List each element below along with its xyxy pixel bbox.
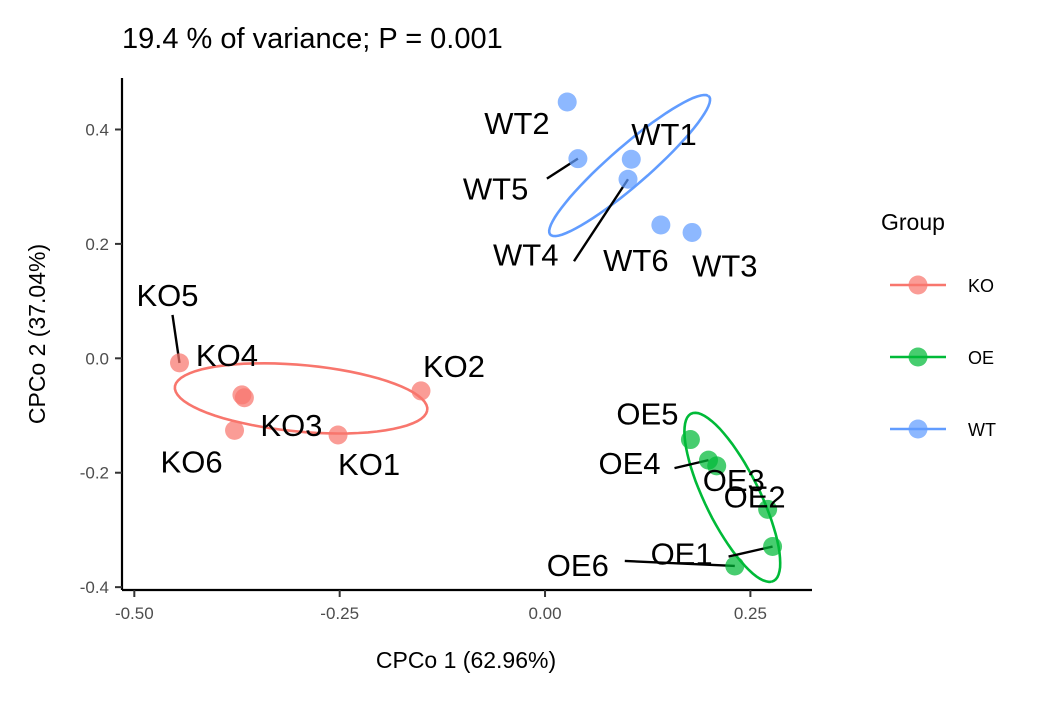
data-points — [170, 92, 783, 576]
legend-key-point-ko — [908, 275, 928, 295]
point-ko2 — [411, 381, 431, 401]
point-oe4 — [699, 450, 718, 470]
legend-key-point-wt — [908, 419, 928, 439]
label-ko1: KO1 — [338, 447, 400, 482]
point-ko5 — [170, 353, 189, 373]
legend-label-oe: OE — [968, 348, 994, 368]
legend-key-point-oe — [908, 347, 928, 367]
label-wt4: WT4 — [493, 237, 558, 272]
point-wt6 — [651, 215, 671, 235]
axes — [120, 78, 812, 592]
label-oe6: OE6 — [547, 548, 609, 583]
ellipse-ko — [173, 361, 429, 435]
label-oe1: OE1 — [651, 537, 713, 572]
point-oe5 — [680, 430, 700, 450]
label-ko3: KO3 — [260, 408, 322, 443]
point-oe6 — [725, 556, 745, 576]
point-wt4 — [618, 169, 638, 189]
group-ellipses — [173, 93, 782, 584]
y-tick-label: -0.2 — [80, 464, 109, 483]
label-oe2: OE2 — [724, 479, 786, 514]
y-ticks: 0.4 0.2 0.0 -0.2 -0.4 — [80, 120, 122, 597]
label-wt2: WT2 — [484, 106, 549, 141]
label-oe5: OE5 — [616, 397, 678, 432]
point-wt3 — [682, 222, 702, 242]
label-wt6: WT6 — [603, 243, 668, 278]
point-wt2 — [557, 92, 577, 112]
label-ko5: KO5 — [137, 278, 199, 313]
ellipse-oe — [683, 411, 782, 584]
point-ko1 — [328, 425, 348, 445]
x-axis-title: CPCo 1 (62.96%) — [376, 647, 556, 673]
label-wt1: WT1 — [631, 117, 696, 152]
x-tick-label: -0.25 — [320, 604, 359, 623]
label-ko2: KO2 — [423, 349, 485, 384]
y-tick-label: 0.2 — [85, 235, 109, 254]
legend-label-wt: WT — [968, 420, 996, 440]
y-tick-label: 0.0 — [85, 349, 109, 368]
x-tick-label: 0.25 — [734, 604, 767, 623]
ellipse-wt — [547, 93, 712, 238]
legend-title: Group — [881, 209, 945, 235]
x-ticks: -0.50 -0.25 0.00 0.25 — [115, 590, 767, 623]
legend-label-ko: KO — [968, 276, 994, 296]
label-wt3: WT3 — [692, 248, 757, 283]
y-tick-label: -0.4 — [80, 578, 109, 597]
point-ko4 — [232, 385, 252, 405]
point-oe2 — [758, 499, 778, 519]
point-wt5 — [568, 149, 588, 169]
label-wt5: WT5 — [463, 172, 528, 207]
point-oe1 — [763, 537, 783, 557]
label-oe4: OE4 — [599, 446, 661, 481]
x-tick-label: 0.00 — [528, 604, 561, 623]
y-tick-label: 0.4 — [85, 120, 109, 139]
chart-title: 19.4 % of variance; P = 0.001 — [122, 23, 503, 55]
legend: Group KO OE WT — [881, 209, 996, 440]
point-wt1 — [621, 149, 641, 169]
label-ko6: KO6 — [161, 444, 223, 479]
label-ko4: KO4 — [196, 338, 258, 373]
point-ko6 — [225, 420, 245, 440]
leader-wt4 — [572, 178, 630, 262]
leader-oe6 — [624, 559, 735, 568]
x-tick-label: -0.50 — [115, 604, 154, 623]
label-oe3: OE3 — [703, 463, 765, 498]
y-axis-title: CPCo 2 (37.04%) — [24, 244, 50, 424]
